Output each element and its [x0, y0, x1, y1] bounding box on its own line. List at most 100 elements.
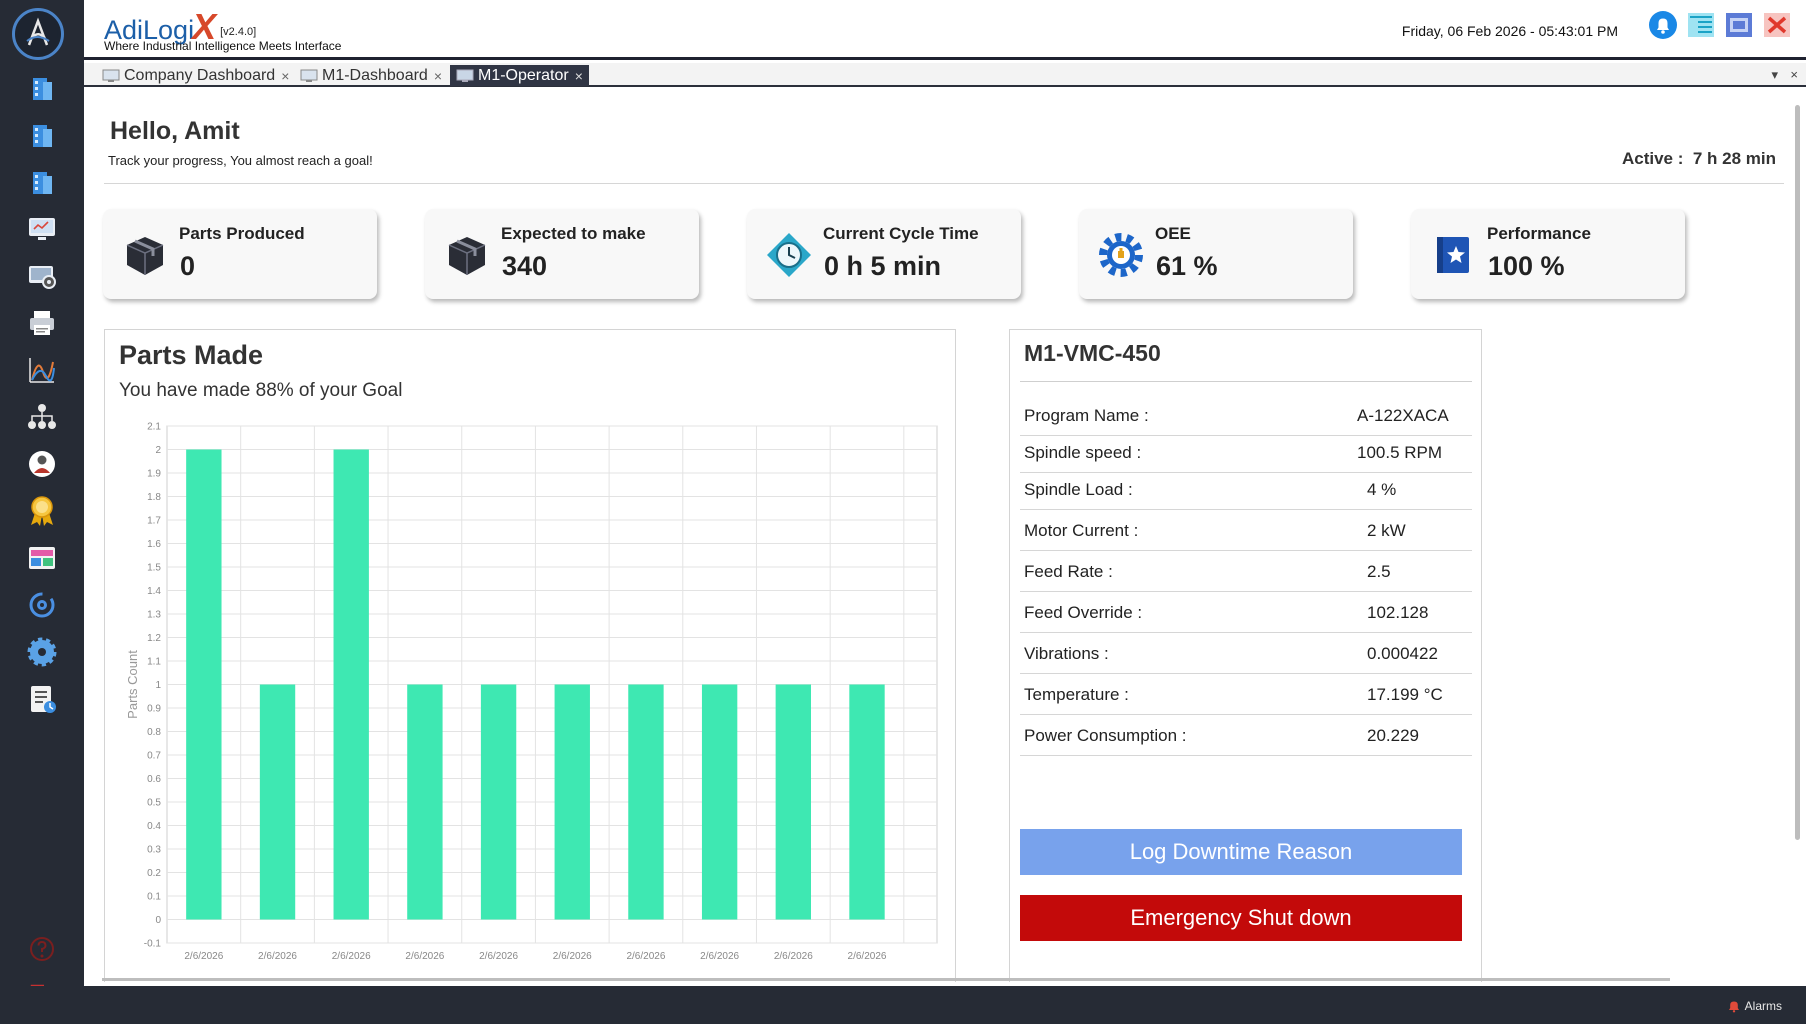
y-tick-label: 1.1 — [147, 657, 161, 668]
tab-m1-operator[interactable]: M1-Operator × — [450, 65, 589, 86]
param-value: 17.199 °C — [1367, 685, 1443, 704]
machine-panel: M1-VMC-450 Program Name : A-122XACA Spindl… — [1009, 329, 1482, 982]
y-tick-label: 0.5 — [147, 798, 161, 809]
machine-title-divider — [1020, 381, 1472, 382]
y-tick-label: 0.2 — [147, 868, 161, 879]
param-label: Program Name : — [1024, 406, 1149, 425]
param-label: Power Consumption : — [1024, 726, 1187, 745]
kpi-value: 100 % — [1488, 251, 1565, 281]
brand-name: AdiLogi — [104, 15, 195, 45]
y-tick-label: 1.6 — [147, 539, 161, 550]
dashboard-tab-icon — [300, 69, 318, 82]
tab-close-icon[interactable]: × — [433, 67, 443, 84]
alarms-indicator[interactable]: Alarms — [1727, 999, 1782, 1013]
parts-made-subtitle: You have made 88% of your Goal — [119, 380, 403, 401]
plant-building-icon[interactable] — [22, 117, 62, 153]
gallery-icon[interactable] — [22, 540, 62, 576]
horizontal-scrollbar[interactable] — [102, 978, 1670, 981]
param-row: Vibrations : 0.000422 — [1020, 632, 1472, 674]
param-value: A-122XACA — [1357, 406, 1449, 425]
param-value: 4 % — [1367, 480, 1397, 499]
company-building-icon[interactable] — [22, 70, 62, 106]
status-bar: Alarms — [0, 986, 1806, 1024]
kpi-value: 340 — [502, 251, 548, 281]
current-datetime: Friday, 06 Feb 2026 - 05:43:01 PM — [1401, 23, 1618, 39]
tab-list-dropdown-icon[interactable]: ▾ — [1771, 67, 1778, 82]
close-app-icon[interactable] — [1762, 10, 1792, 40]
kpi-value: 0 h 5 min — [824, 251, 942, 281]
tab-label: Company Dashboard — [124, 66, 276, 84]
y-tick-label: 1.7 — [147, 516, 161, 527]
vertical-scrollbar[interactable] — [1795, 105, 1800, 840]
log-downtime-button[interactable]: Log Downtime Reason — [1020, 829, 1462, 875]
tab-close-icon[interactable]: × — [281, 67, 290, 84]
tagline: Where Industrial Intelligence Meets Inte… — [104, 39, 342, 53]
tab-bar: Company Dashboard × M1-Dashboard × M1-Op… — [84, 63, 1806, 87]
report-list-icon[interactable] — [22, 681, 62, 717]
alarm-bell-icon — [1728, 1001, 1739, 1013]
kpi-oee: OEE 61 % — [1079, 209, 1353, 299]
kpi-expected-to-make: Expected to make 340 — [425, 209, 699, 299]
y-tick-label: 0.6 — [147, 774, 161, 785]
badge-icon — [1429, 231, 1477, 279]
settings-gear-icon[interactable] — [22, 634, 62, 670]
x-tick-label: 2/6/2026 — [553, 951, 592, 962]
kpi-current-cycle-time: Current Cycle Time 0 h 5 min — [747, 209, 1021, 299]
y-tick-label: 2.1 — [147, 422, 161, 433]
app-logo-icon[interactable] — [12, 8, 64, 60]
kpi-parts-produced: Parts Produced 0 — [103, 209, 377, 299]
chart-bar — [701, 684, 738, 920]
close-all-tabs-icon[interactable]: × — [1790, 67, 1798, 82]
line-building-icon[interactable] — [22, 164, 62, 200]
screen-settings-icon[interactable] — [22, 258, 62, 294]
param-label: Feed Override : — [1024, 603, 1143, 622]
box-icon — [443, 231, 491, 279]
user-profile-icon[interactable] — [22, 446, 62, 482]
chart-bar — [775, 684, 811, 920]
header-actions — [1648, 10, 1792, 40]
parts-made-chart: -0.1 0 0.1 0.2 0.3 0.4 0.5 0.6 0.7 0.8 0.9 1 1.1 1.2 1… — [125, 422, 938, 962]
fullscreen-window-icon[interactable] — [1724, 10, 1754, 40]
kpi-value: 0 — [180, 251, 196, 281]
award-ribbon-icon[interactable] — [22, 493, 62, 529]
kpi-label: OEE — [1155, 224, 1191, 243]
hierarchy-icon[interactable] — [22, 399, 62, 435]
emergency-shutdown-button[interactable]: Emergency Shut down — [1020, 895, 1462, 941]
box-icon — [121, 231, 169, 279]
kpi-value: 61 % — [1156, 251, 1218, 281]
param-value: 102.128 — [1367, 603, 1429, 622]
printer-icon[interactable] — [22, 305, 62, 341]
analytics-curve-icon[interactable] — [22, 352, 62, 388]
chart-bar — [628, 684, 664, 920]
y-tick-label: 0.3 — [147, 845, 161, 856]
greeting-title: Hello, Amit — [110, 117, 240, 145]
param-label: Temperature : — [1024, 685, 1129, 704]
help-icon[interactable] — [22, 931, 62, 967]
tab-label: M1-Operator — [478, 66, 569, 84]
chart-bar — [554, 684, 590, 920]
tab-m1-dashboard[interactable]: M1-Dashboard × — [294, 65, 448, 86]
y-tick-label: 1.8 — [147, 492, 161, 503]
sync-settings-icon[interactable] — [22, 587, 62, 623]
active-time-label: Active : — [1621, 149, 1684, 168]
param-row: Temperature : 17.199 °C — [1020, 673, 1472, 715]
kpi-performance: Performance 100 % — [1411, 209, 1685, 299]
param-row: Feed Override : 102.128 — [1020, 591, 1472, 633]
param-label: Vibrations : — [1024, 644, 1109, 663]
kpi-label: Performance — [1487, 224, 1591, 243]
tab-close-icon[interactable]: × — [574, 67, 583, 84]
layout-panel-icon[interactable] — [1686, 10, 1716, 40]
monitor-icon[interactable] — [22, 211, 62, 247]
param-label: Motor Current : — [1024, 521, 1139, 540]
app-version: [v2.4.0] — [220, 26, 257, 38]
notification-bell-icon[interactable] — [1648, 10, 1678, 40]
param-value: 100.5 RPM — [1357, 443, 1443, 462]
y-tick-label: 2 — [155, 445, 161, 456]
param-row: Feed Rate : 2.5 — [1020, 550, 1472, 592]
kpi-label: Parts Produced — [179, 224, 305, 243]
x-tick-label: 2/6/2026 — [258, 951, 297, 962]
param-row: Program Name : A-122XACA — [1020, 394, 1472, 436]
param-row: Spindle speed : 100.5 RPM — [1020, 431, 1472, 473]
brand-x: X — [192, 6, 217, 47]
tab-company-dashboard[interactable]: Company Dashboard × — [96, 65, 295, 86]
